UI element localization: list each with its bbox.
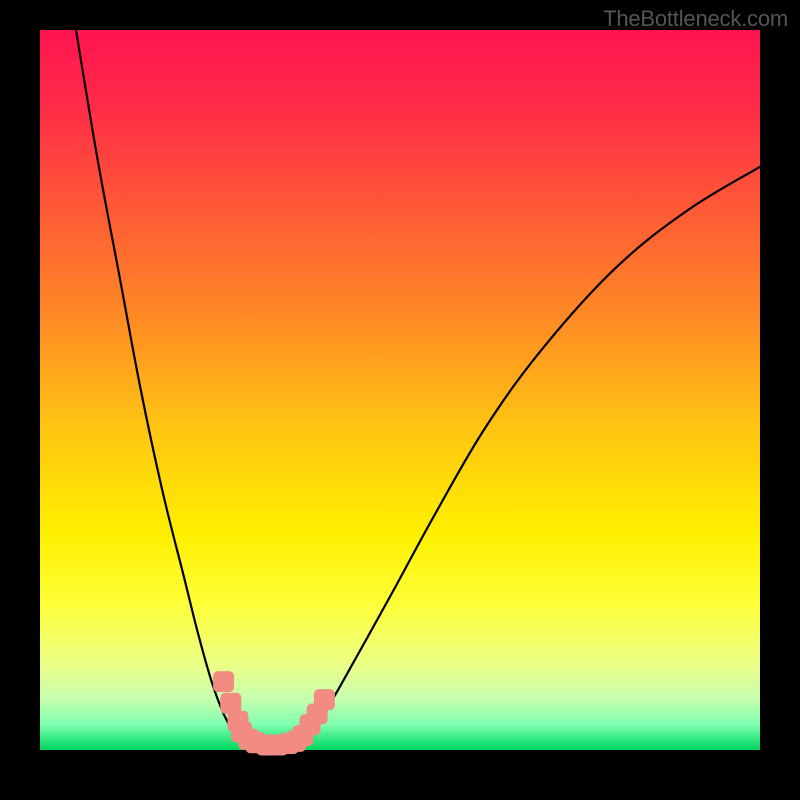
bottleneck-marker-group [213,671,335,755]
plot-area [40,30,760,750]
bottleneck-marker [213,671,234,692]
bottleneck-curve-left-branch [76,30,256,746]
bottleneck-curve-right-branch [292,167,760,746]
bottleneck-marker [314,689,335,710]
watermark-label: TheBottleneck.com [603,6,788,32]
plot-curves-layer [40,30,760,750]
bottleneck-marker [220,693,241,714]
